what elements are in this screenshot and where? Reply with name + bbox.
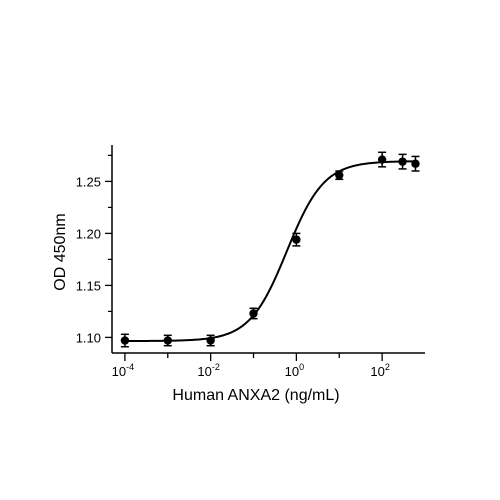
data-point	[206, 336, 215, 345]
data-point	[120, 336, 130, 345]
data-point	[163, 336, 172, 345]
data-point	[335, 170, 344, 180]
data-point	[292, 235, 301, 244]
x-axis-title: Human ANXA2 (ng/mL)	[172, 387, 339, 404]
data-point	[377, 155, 387, 164]
x-tick-label: 10-2	[197, 362, 219, 379]
x-tick-label: 100	[285, 362, 304, 379]
y-axis-title: OD 450nm	[52, 213, 69, 290]
y-tick-label: 1.15	[76, 278, 101, 293]
fit-curve	[124, 160, 416, 343]
y-tick-label: 1.10	[76, 330, 101, 345]
data-point	[398, 157, 407, 166]
y-axis: 1.10 1.15 1.20 1.25	[76, 145, 113, 353]
data-point	[249, 309, 258, 318]
x-tick-label: 102	[370, 362, 389, 379]
y-tick-label: 1.25	[76, 174, 101, 189]
x-ticks: 10-4 10-2 100 102	[112, 353, 390, 379]
y-ticks: 1.10 1.15 1.20 1.25	[76, 154, 112, 345]
plot-area	[120, 151, 420, 348]
data-points	[120, 151, 420, 348]
data-point	[411, 159, 420, 168]
y-tick-label: 1.20	[76, 226, 101, 241]
x-tick-label: 10-4	[112, 362, 134, 379]
x-axis: 10-4 10-2 100 102	[112, 352, 425, 379]
